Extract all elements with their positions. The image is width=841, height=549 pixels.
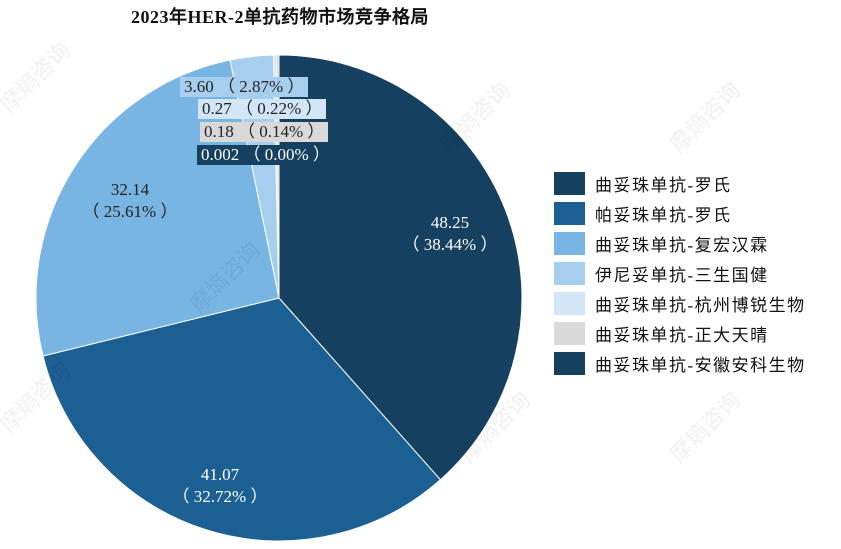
slice-label-6: 0.002 （ 0.00% ）	[197, 145, 334, 165]
chart-legend: 曲妥珠单抗-罗氏 帕妥珠单抗-罗氏 曲妥珠单抗-复宏汉霖 伊尼妥单抗-三生国健 …	[554, 168, 806, 378]
legend-label: 曲妥珠单抗-杭州博锐生物	[595, 295, 806, 315]
slice-value-1: 41.07	[200, 465, 240, 484]
legend-item: 曲妥珠单抗-正大天晴	[554, 318, 806, 348]
slice-value-0: 48.25	[430, 213, 470, 232]
slice-label-4: 0.27 （ 0.22% ）	[198, 99, 327, 119]
legend-swatch	[554, 201, 585, 225]
legend-swatch	[554, 351, 585, 375]
legend-swatch	[554, 171, 585, 195]
pie-slice-0	[278, 54, 523, 481]
legend-swatch	[554, 321, 585, 345]
slice-label-2: 32.14 （ 25.61% ）	[65, 179, 195, 223]
pie-slice-1	[42, 297, 442, 542]
legend-label: 伊尼妥单抗-三生国健	[595, 265, 769, 285]
legend-label: 曲妥珠单抗-安徽安科生物	[595, 355, 806, 375]
slice-label-1: 41.07 （ 32.72% ）	[155, 464, 285, 508]
slice-label-0: 48.25 （ 38.44% ）	[385, 212, 515, 256]
legend-label: 帕妥珠单抗-罗氏	[595, 205, 732, 225]
legend-swatch	[554, 291, 585, 315]
slice-label-3: 3.60 （ 2.87% ）	[180, 77, 309, 97]
legend-label: 曲妥珠单抗-罗氏	[595, 175, 732, 195]
slice-percent-2: （ 25.61% ）	[82, 202, 178, 221]
legend-item: 曲妥珠单抗-罗氏	[554, 168, 806, 198]
chart-title: 2023年HER-2单抗药物市场竞争格局	[131, 7, 429, 27]
legend-label: 曲妥珠单抗-复宏汉霖	[595, 235, 769, 255]
legend-item: 帕妥珠单抗-罗氏	[554, 198, 806, 228]
legend-swatch	[554, 231, 585, 255]
legend-item: 曲妥珠单抗-杭州博锐生物	[554, 288, 806, 318]
slice-value-2: 32.14	[110, 180, 150, 199]
legend-item: 曲妥珠单抗-安徽安科生物	[554, 348, 806, 378]
slice-percent-1: （ 32.72% ）	[172, 487, 268, 506]
legend-item: 伊尼妥单抗-三生国健	[554, 258, 806, 288]
legend-swatch	[554, 261, 585, 285]
slice-label-5: 0.18 （ 0.14% ）	[200, 122, 329, 142]
legend-label: 曲妥珠单抗-正大天晴	[595, 325, 769, 345]
legend-item: 曲妥珠单抗-复宏汉霖	[554, 228, 806, 258]
slice-percent-0: （ 38.44% ）	[402, 235, 498, 254]
